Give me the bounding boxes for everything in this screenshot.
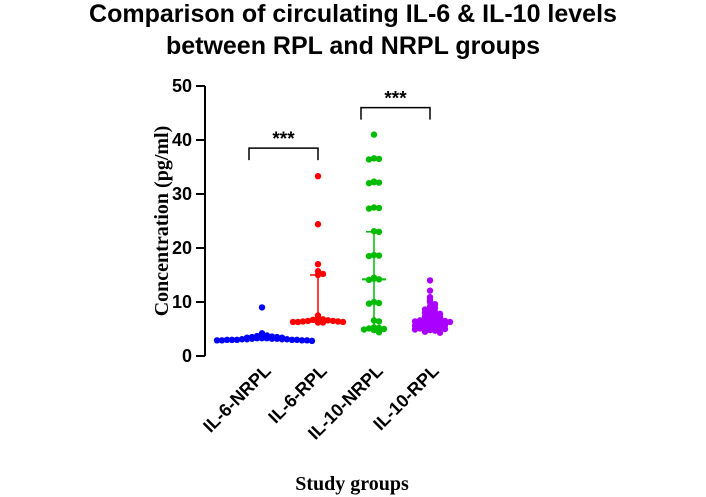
data-point bbox=[314, 221, 322, 228]
data-point bbox=[365, 252, 373, 260]
data-point bbox=[375, 252, 383, 259]
data-point bbox=[278, 336, 286, 343]
chart-title-line-1: Comparison of circulating IL-6 & IL-10 l… bbox=[89, 0, 617, 28]
data-point bbox=[228, 336, 236, 343]
data-point bbox=[213, 337, 221, 344]
data-point bbox=[431, 327, 439, 334]
y-tick-label: 0 bbox=[182, 346, 192, 366]
data-point bbox=[314, 172, 322, 180]
data-point bbox=[339, 318, 347, 326]
data-point bbox=[426, 277, 434, 284]
data-point bbox=[314, 261, 322, 268]
data-point bbox=[375, 329, 383, 336]
y-axis-label: Concentration (pg/ml) bbox=[151, 126, 173, 317]
data-point bbox=[334, 318, 342, 325]
data-point bbox=[298, 337, 306, 344]
chart-title-line-2: between RPL and NRPL groups bbox=[166, 32, 540, 60]
significance-label: *** bbox=[272, 129, 295, 150]
data-point bbox=[238, 336, 246, 343]
data-point bbox=[289, 318, 297, 326]
data-point bbox=[370, 155, 378, 162]
data-point bbox=[426, 326, 434, 334]
data-point bbox=[426, 287, 434, 294]
data-point bbox=[243, 336, 251, 343]
x-axis-label: Study groups bbox=[295, 473, 409, 495]
data-point bbox=[375, 204, 383, 212]
data-point bbox=[411, 326, 419, 333]
data-point bbox=[370, 326, 378, 334]
significance-bracket bbox=[360, 106, 431, 120]
data-point bbox=[299, 318, 307, 325]
data-point bbox=[375, 179, 383, 186]
data-point bbox=[283, 336, 291, 343]
data-point bbox=[441, 325, 449, 333]
data-point bbox=[370, 178, 378, 186]
data-point bbox=[223, 336, 231, 343]
data-point bbox=[218, 337, 226, 344]
y-tick-label: 20 bbox=[172, 238, 192, 258]
data-point bbox=[365, 180, 373, 187]
data-point bbox=[294, 318, 302, 326]
significance-bracket bbox=[248, 147, 319, 161]
data-point bbox=[293, 336, 301, 343]
y-tick-label: 30 bbox=[172, 184, 192, 204]
data-point bbox=[380, 325, 388, 333]
data-point bbox=[436, 329, 444, 336]
data-point bbox=[436, 324, 444, 332]
y-tick-label: 50 bbox=[172, 76, 192, 96]
data-point bbox=[308, 337, 316, 345]
data-point bbox=[416, 325, 424, 332]
data-point bbox=[370, 131, 378, 138]
data-point bbox=[446, 318, 454, 326]
data-point bbox=[303, 337, 311, 344]
data-point bbox=[375, 299, 383, 307]
significance-label: *** bbox=[384, 89, 407, 110]
data-point bbox=[288, 336, 296, 343]
data-point bbox=[421, 328, 429, 335]
x-tick-label: IL-6-NRPL bbox=[199, 361, 275, 437]
y-tick-label: 40 bbox=[172, 130, 192, 150]
data-point bbox=[258, 304, 266, 311]
data-point bbox=[375, 318, 383, 325]
data-point bbox=[273, 335, 281, 342]
data-point bbox=[233, 336, 241, 343]
data-point bbox=[375, 155, 383, 163]
data-point bbox=[370, 204, 378, 211]
data-point bbox=[365, 205, 373, 212]
data-point bbox=[329, 317, 337, 325]
y-tick-label: 10 bbox=[172, 292, 192, 312]
data-point bbox=[365, 300, 373, 307]
data-point bbox=[365, 156, 373, 163]
data-point bbox=[360, 326, 368, 333]
